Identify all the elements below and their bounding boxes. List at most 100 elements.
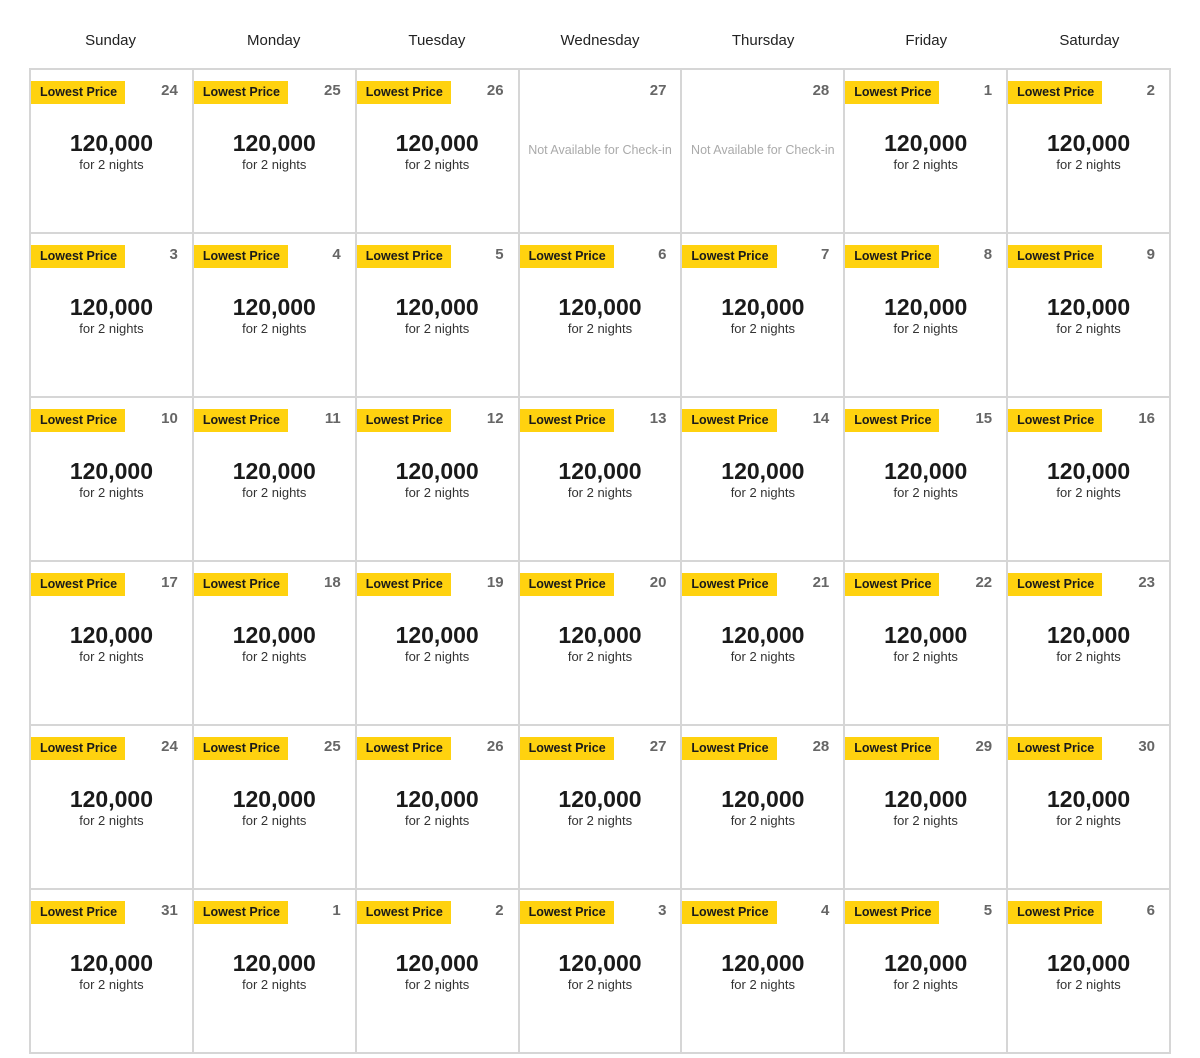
price: 120,000	[232, 130, 316, 156]
day-number: 16	[1138, 410, 1155, 427]
day-number: 15	[975, 410, 993, 427]
day-number: 26	[486, 82, 504, 99]
day-cell[interactable]: Lowest Price 18 120,000 for 2 nights	[193, 562, 357, 726]
day-cell[interactable]: Lowest Price 4 120,000 for 2 nights	[682, 890, 846, 1054]
day-cell[interactable]: Lowest Price 16 120,000 for 2 nights	[1008, 398, 1171, 562]
day-number: 14	[812, 410, 830, 427]
day-number: 25	[324, 738, 341, 755]
price: 120,000	[558, 294, 642, 320]
lowest-price-badge: Lowest Price	[1008, 737, 1103, 760]
day-number: 11	[324, 410, 341, 427]
day-cell[interactable]: Lowest Price 15 120,000 for 2 nights	[845, 398, 1009, 562]
day-cell[interactable]: Lowest Price 2 120,000 for 2 nights	[356, 890, 520, 1054]
day-number: 12	[486, 410, 504, 427]
day-cell[interactable]: Lowest Price 17 120,000 for 2 nights	[31, 562, 194, 726]
day-number: 9	[1146, 246, 1155, 263]
day-cell[interactable]: Lowest Price 3 120,000 for 2 nights	[31, 234, 194, 398]
nights-label: for 2 nights	[242, 649, 307, 664]
day-cell[interactable]: Lowest Price 21 120,000 for 2 nights	[682, 562, 846, 726]
nights-label: for 2 nights	[730, 813, 796, 828]
lowest-price-badge: Lowest Price	[356, 245, 451, 268]
price: 120,000	[69, 622, 153, 648]
day-cell-unavailable: 28 Not Available for Check-in	[682, 70, 846, 234]
lowest-price-badge: Lowest Price	[193, 737, 288, 760]
day-number: 24	[161, 738, 178, 755]
nights-label: for 2 nights	[404, 977, 470, 992]
price: 120,000	[721, 786, 805, 812]
day-cell[interactable]: Lowest Price 19 120,000 for 2 nights	[356, 562, 520, 726]
day-cell[interactable]: Lowest Price 5 120,000 for 2 nights	[845, 890, 1009, 1054]
day-cell[interactable]: Lowest Price 24 120,000 for 2 nights	[31, 726, 194, 890]
price: 120,000	[395, 786, 479, 812]
day-cell[interactable]: Lowest Price 25 120,000 for 2 nights	[193, 726, 357, 890]
lowest-price-badge: Lowest Price	[31, 901, 126, 924]
day-cell[interactable]: Lowest Price 31 120,000 for 2 nights	[31, 890, 194, 1054]
price: 120,000	[558, 458, 642, 484]
lowest-price-badge: Lowest Price	[193, 901, 288, 924]
day-cell[interactable]: Lowest Price 22 120,000 for 2 nights	[845, 562, 1009, 726]
day-cell[interactable]: Lowest Price 23 120,000 for 2 nights	[1008, 562, 1171, 726]
nights-label: for 2 nights	[79, 485, 144, 500]
day-cell[interactable]: Lowest Price 14 120,000 for 2 nights	[682, 398, 846, 562]
nights-label: for 2 nights	[404, 813, 470, 828]
day-number: 30	[1138, 738, 1155, 755]
day-cell[interactable]: Lowest Price 1 120,000 for 2 nights	[193, 890, 357, 1054]
day-cell[interactable]: Lowest Price 10 120,000 for 2 nights	[31, 398, 194, 562]
nights-label: for 2 nights	[1056, 813, 1121, 828]
day-number: 3	[658, 902, 667, 919]
day-cell[interactable]: Lowest Price 20 120,000 for 2 nights	[519, 562, 683, 726]
price: 120,000	[884, 950, 968, 976]
nights-label: for 2 nights	[730, 485, 796, 500]
day-number: 21	[812, 574, 830, 591]
day-number: 20	[649, 574, 667, 591]
day-number: 31	[161, 902, 178, 919]
day-cell[interactable]: Lowest Price 9 120,000 for 2 nights	[1008, 234, 1171, 398]
day-number: 5	[983, 902, 993, 919]
nights-label: for 2 nights	[893, 649, 958, 664]
day-cell-unavailable: 27 Not Available for Check-in	[519, 70, 683, 234]
day-cell[interactable]: Lowest Price 11 120,000 for 2 nights	[193, 398, 357, 562]
day-number: 19	[486, 574, 504, 591]
day-cell[interactable]: Lowest Price 1 120,000 for 2 nights	[845, 70, 1009, 234]
day-cell[interactable]: Lowest Price 12 120,000 for 2 nights	[356, 398, 520, 562]
day-cell[interactable]: Lowest Price 28 120,000 for 2 nights	[682, 726, 846, 890]
lowest-price-badge: Lowest Price	[519, 901, 614, 924]
lowest-price-badge: Lowest Price	[1008, 409, 1103, 432]
lowest-price-badge: Lowest Price	[1008, 901, 1103, 924]
day-cell[interactable]: Lowest Price 6 120,000 for 2 nights	[1008, 890, 1171, 1054]
day-cell[interactable]: Lowest Price 30 120,000 for 2 nights	[1008, 726, 1171, 890]
day-cell[interactable]: Lowest Price 8 120,000 for 2 nights	[845, 234, 1009, 398]
price: 120,000	[884, 294, 968, 320]
lowest-price-badge: Lowest Price	[519, 737, 614, 760]
lowest-price-badge: Lowest Price	[356, 901, 451, 924]
day-cell[interactable]: Lowest Price 2 120,000 for 2 nights	[1008, 70, 1171, 234]
day-cell[interactable]: Lowest Price 27 120,000 for 2 nights	[519, 726, 683, 890]
day-number: 2	[495, 902, 504, 919]
day-cell[interactable]: Lowest Price 3 120,000 for 2 nights	[519, 890, 683, 1054]
day-cell[interactable]: Lowest Price 13 120,000 for 2 nights	[519, 398, 683, 562]
day-cell[interactable]: Lowest Price 26 120,000 for 2 nights	[356, 70, 520, 234]
day-cell[interactable]: Lowest Price 5 120,000 for 2 nights	[356, 234, 520, 398]
nights-label: for 2 nights	[404, 321, 470, 336]
day-cell[interactable]: Lowest Price 7 120,000 for 2 nights	[682, 234, 846, 398]
day-cell[interactable]: Lowest Price 24 120,000 for 2 nights	[31, 70, 194, 234]
nights-label: for 2 nights	[567, 485, 633, 500]
day-cell[interactable]: Lowest Price 6 120,000 for 2 nights	[519, 234, 683, 398]
lowest-price-badge: Lowest Price	[845, 245, 940, 268]
nights-label: for 2 nights	[1056, 977, 1121, 992]
day-cell[interactable]: Lowest Price 26 120,000 for 2 nights	[356, 726, 520, 890]
day-number: 1	[983, 82, 993, 99]
day-cell[interactable]: Lowest Price 29 120,000 for 2 nights	[845, 726, 1009, 890]
day-cell[interactable]: Lowest Price 25 120,000 for 2 nights	[193, 70, 357, 234]
day-number: 4	[820, 902, 830, 919]
nights-label: for 2 nights	[242, 485, 307, 500]
price: 120,000	[884, 622, 968, 648]
price: 120,000	[1047, 622, 1131, 648]
lowest-price-badge: Lowest Price	[845, 81, 940, 104]
day-cell[interactable]: Lowest Price 4 120,000 for 2 nights	[193, 234, 357, 398]
lowest-price-badge: Lowest Price	[519, 245, 614, 268]
price: 120,000	[884, 458, 968, 484]
day-number: 3	[169, 246, 178, 263]
day-number: 24	[161, 82, 178, 99]
lowest-price-badge: Lowest Price	[356, 737, 451, 760]
